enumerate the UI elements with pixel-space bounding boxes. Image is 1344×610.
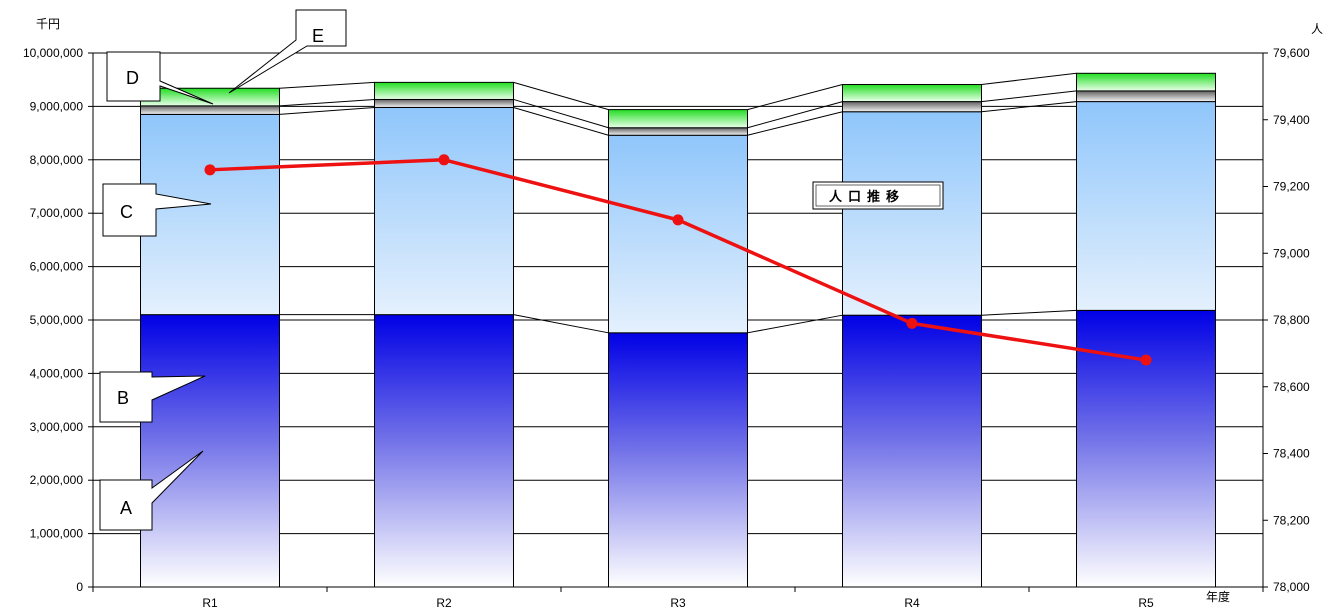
callout-c: C (102, 183, 212, 237)
bar-c-r2 (374, 106, 514, 316)
connector-e-3 (981, 72, 1077, 86)
bar-a-r1 (140, 314, 280, 588)
callout-label-a: A (120, 498, 132, 518)
bar-a-r4 (842, 314, 982, 588)
x-tick-label-r2: R2 (436, 596, 452, 610)
bar-d-r4 (842, 101, 982, 113)
bar-e-r4 (842, 84, 982, 103)
callout-label-d: D (126, 68, 139, 88)
connector-c-1 (513, 106, 609, 136)
left-tick-label-0: 0 (76, 580, 83, 594)
right-tick-label-1: 78,200 (1273, 513, 1310, 527)
bar-d-r5 (1076, 90, 1216, 103)
callout-e: E (228, 9, 347, 94)
bar-series (140, 72, 1216, 588)
bar-c-r4 (842, 111, 982, 316)
connector-a-2 (747, 314, 843, 334)
left-tick-label-1: 1,000,000 (30, 527, 84, 541)
connector-a-1 (513, 314, 609, 334)
population-point-r2 (438, 154, 450, 166)
right-tick-label-0: 78,000 (1273, 580, 1310, 594)
connector-e-1 (513, 81, 609, 111)
left-tick-label-6: 6,000,000 (30, 260, 84, 274)
callout-labels: A B C D E (99, 9, 347, 531)
connector-d-1 (513, 98, 609, 129)
left-axis-unit: 千円 (36, 17, 60, 31)
axis-ticks: 0 1,000,000 2,000,000 3,000,000 4,000,000 5,0… (23, 46, 1310, 610)
connector-d-3 (981, 90, 1077, 103)
population-point-r4 (906, 317, 918, 329)
right-tick-label-6: 79,200 (1273, 180, 1310, 194)
left-tick-label-3: 3,000,000 (30, 420, 84, 434)
right-axis-unit: 人 (1311, 22, 1323, 36)
left-tick-label-2: 2,000,000 (30, 473, 84, 487)
connector-a-3 (981, 309, 1077, 316)
bar-e-r5 (1076, 72, 1216, 92)
callout-a: A (99, 450, 204, 531)
right-tick-label-5: 79,000 (1273, 246, 1310, 260)
bar-d-r1 (140, 105, 280, 115)
right-tick-label-3: 78,600 (1273, 380, 1310, 394)
connector-c-0 (279, 106, 375, 115)
connector-e-2 (747, 84, 843, 111)
connector-d-0 (279, 98, 375, 107)
population-point-r3 (672, 214, 684, 226)
bar-d-r3 (608, 127, 748, 136)
population-point-r1 (204, 164, 216, 176)
right-tick-label-4: 78,800 (1273, 313, 1310, 327)
x-axis-unit: 年度 (1206, 589, 1230, 604)
x-tick-label-r5: R5 (1138, 596, 1154, 610)
x-tick-label-r4: R4 (904, 596, 920, 610)
legend-label-population: 人口推移 (829, 189, 905, 205)
left-tick-label-9: 9,000,000 (30, 99, 84, 113)
line-legend-box: 人口推移 (812, 181, 944, 210)
left-tick-label-10: 10,000,000 (23, 46, 83, 60)
x-tick-label-r3: R3 (670, 596, 686, 610)
right-tick-label-8: 79,600 (1273, 46, 1310, 60)
bar-c-r3 (608, 134, 748, 334)
callout-d: D (106, 51, 214, 105)
series-connector-lines (279, 72, 1077, 334)
x-tick-label-r1: R1 (202, 596, 218, 610)
left-tick-label-8: 8,000,000 (30, 153, 84, 167)
population-line-series (204, 154, 1152, 366)
right-tick-label-2: 78,400 (1273, 447, 1310, 461)
population-point-r5 (1140, 354, 1152, 366)
bar-e-r2 (374, 81, 514, 100)
connector-d-2 (747, 101, 843, 129)
bar-d-r2 (374, 98, 514, 108)
bar-c-r1 (140, 113, 280, 316)
bar-a-r2 (374, 314, 514, 588)
left-tick-label-5: 5,000,000 (30, 313, 84, 327)
connector-c-3 (981, 101, 1077, 113)
callout-label-c: C (120, 202, 133, 222)
bar-a-r3 (608, 332, 748, 588)
callout-label-e: E (312, 26, 324, 46)
connector-e-0 (279, 81, 375, 89)
callout-label-b: B (117, 388, 129, 408)
connector-c-2 (747, 111, 843, 136)
bar-c-r5 (1076, 101, 1216, 311)
callout-b: B (99, 371, 206, 423)
left-tick-label-7: 7,000,000 (30, 206, 84, 220)
bar-e-r3 (608, 109, 748, 129)
left-tick-label-4: 4,000,000 (30, 366, 84, 380)
right-tick-label-7: 79,400 (1273, 113, 1310, 127)
